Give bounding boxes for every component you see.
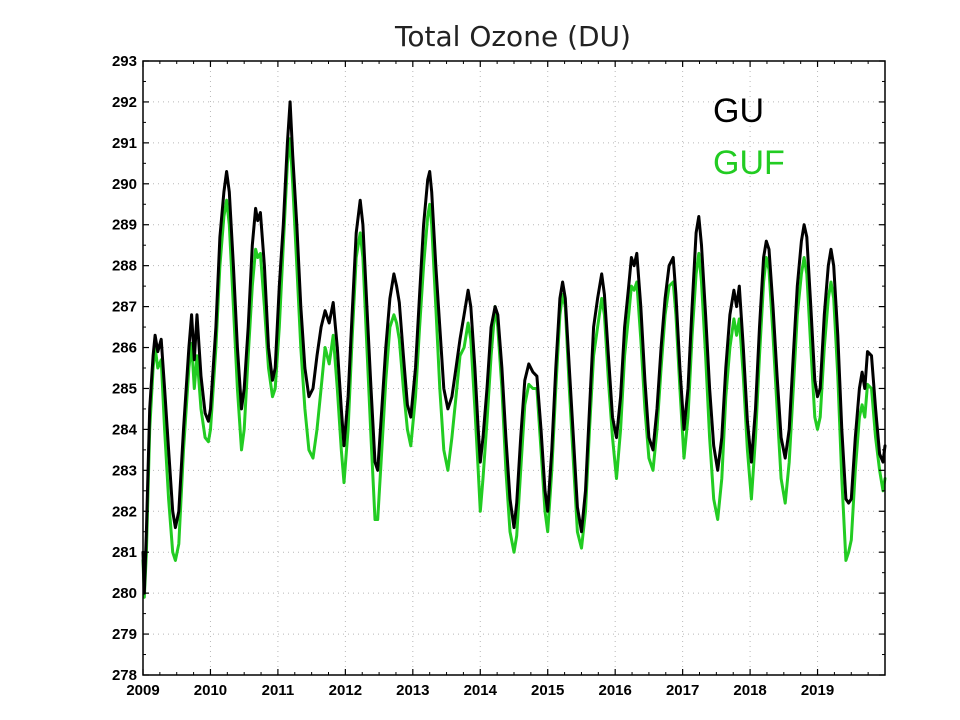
y-tick-label: 282 <box>112 503 137 520</box>
x-tick-label: 2016 <box>598 682 631 699</box>
y-tick-label: 289 <box>112 217 137 234</box>
y-tick-label: 287 <box>112 299 137 316</box>
y-tick-label: 293 <box>112 53 137 70</box>
y-tick-label: 283 <box>112 462 137 479</box>
y-tick-label: 284 <box>112 421 138 438</box>
x-tick-label: 2013 <box>396 682 429 699</box>
series-line-guf <box>141 137 887 599</box>
legend-label-guf: GUF <box>713 144 785 182</box>
y-tick-label: 288 <box>112 258 137 275</box>
y-tick-label: 285 <box>112 380 137 397</box>
x-tick-label: 2010 <box>194 682 227 699</box>
y-tick-label: 292 <box>112 94 137 111</box>
y-tick-label: 281 <box>112 544 137 561</box>
y-tick-label: 291 <box>112 135 137 152</box>
x-tick-label: 2015 <box>531 682 564 699</box>
y-tick-label: 279 <box>112 626 137 643</box>
chart-title: Total Ozone (DU) <box>394 20 631 53</box>
x-tick-label: 2014 <box>464 682 498 699</box>
axes: 278 279 280 281 282 283 284 285 286 287 288 289 290 2… <box>112 53 885 699</box>
legend-label-gu: GU <box>713 92 764 130</box>
x-tick-label: 2011 <box>262 682 295 699</box>
y-tick-label: 278 <box>112 667 137 684</box>
y-tick-label: 280 <box>112 585 137 602</box>
y-tick-label: 286 <box>112 340 137 357</box>
y-tick-label: 290 <box>112 176 137 193</box>
x-tick-label: 2012 <box>329 682 362 699</box>
x-tick-label: 2009 <box>126 682 159 699</box>
x-tick-label: 2019 <box>801 682 834 699</box>
series-line-gu <box>141 100 887 595</box>
legend: GU GUF <box>713 92 785 182</box>
x-tick-label: 2017 <box>666 682 699 699</box>
x-tick-label: 2018 <box>733 682 766 699</box>
series-lines <box>141 100 887 599</box>
